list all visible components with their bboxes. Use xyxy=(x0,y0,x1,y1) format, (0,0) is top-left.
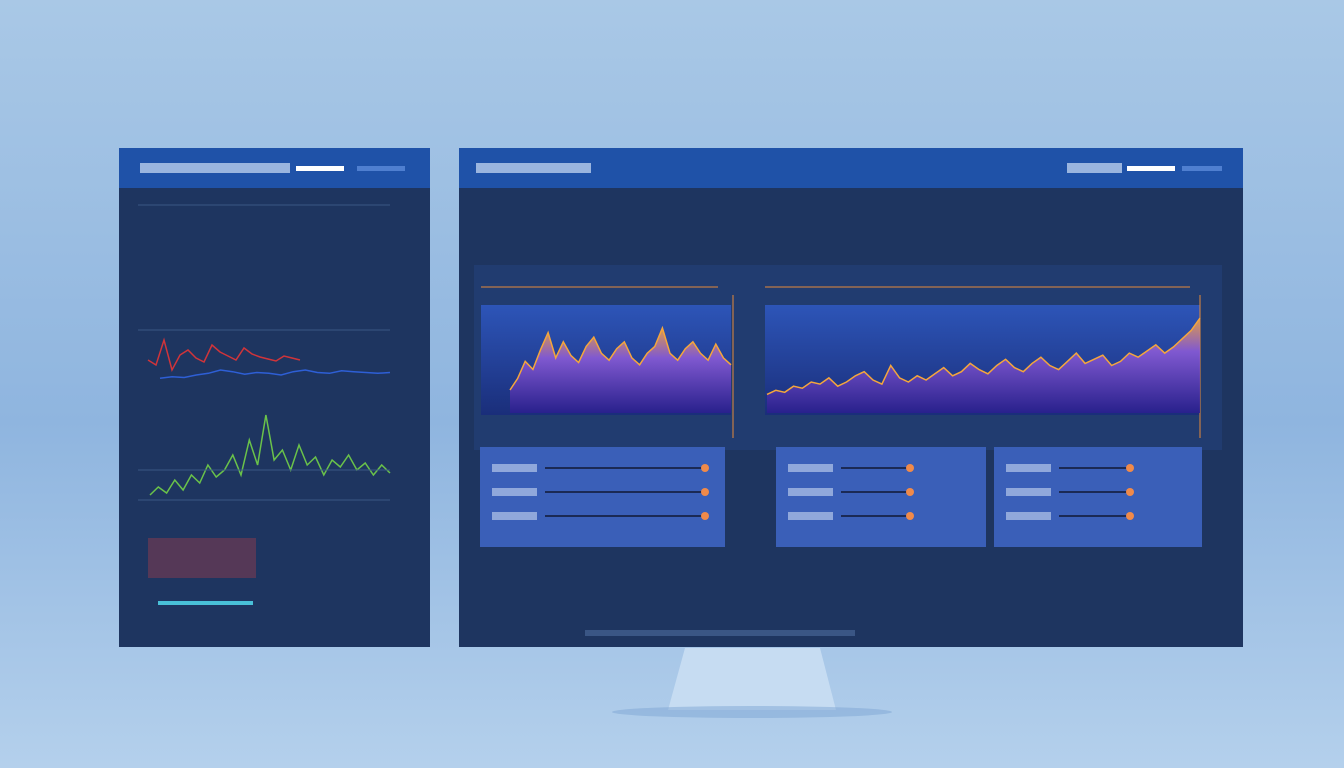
wave-area xyxy=(767,318,1200,413)
slider-knob xyxy=(701,464,709,472)
row-label xyxy=(1006,464,1051,472)
main-header-text xyxy=(1067,163,1122,173)
control-card xyxy=(480,447,725,547)
slider-knob xyxy=(1126,464,1134,472)
monitor-stand xyxy=(668,648,836,710)
row-label xyxy=(492,512,537,520)
slider-knob xyxy=(906,488,914,496)
row-label xyxy=(788,464,833,472)
slider-knob xyxy=(906,464,914,472)
control-card xyxy=(994,447,1202,547)
main-header-text xyxy=(476,163,591,173)
wave-area xyxy=(510,328,731,413)
wave-line xyxy=(766,317,1201,396)
main-header-bar xyxy=(1182,166,1222,171)
wave-line xyxy=(149,414,391,496)
row-label xyxy=(1006,512,1051,520)
main-header-bar xyxy=(1127,166,1175,171)
control-card xyxy=(776,447,986,547)
slider-knob xyxy=(1126,488,1134,496)
slider-knob xyxy=(701,512,709,520)
slider-knob xyxy=(1126,512,1134,520)
slider-knob xyxy=(701,488,709,496)
row-label xyxy=(1006,488,1051,496)
footer-text xyxy=(585,630,855,636)
left-header-bar xyxy=(357,166,405,171)
left-header-bar xyxy=(296,166,344,171)
wave-line xyxy=(159,369,391,380)
row-label xyxy=(492,488,537,496)
slider-knob xyxy=(906,512,914,520)
wave-line xyxy=(147,337,301,373)
wave-line xyxy=(509,325,732,391)
row-label xyxy=(788,512,833,520)
left-header-text xyxy=(140,163,290,173)
stand-shadow xyxy=(612,706,892,718)
left-progress xyxy=(158,601,253,605)
sliders xyxy=(492,464,1134,520)
row-label xyxy=(788,488,833,496)
row-label xyxy=(492,464,537,472)
left-thumb xyxy=(148,538,256,578)
